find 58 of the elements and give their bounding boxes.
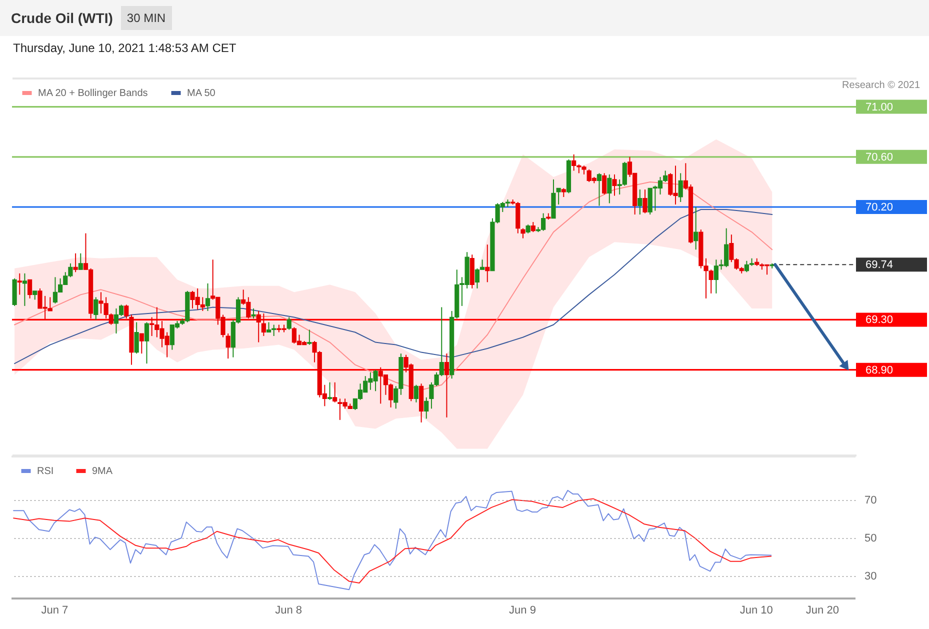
candlestick [27, 279, 32, 299]
candlestick [414, 384, 419, 403]
legend-label: MA 20 + Bollinger Bands [38, 88, 148, 99]
candlestick [602, 172, 607, 195]
y-tick-label: 68.90 [866, 364, 894, 376]
chart-title: Crude Oil (WTI) [11, 10, 113, 26]
y-tick-label: 30 [864, 570, 877, 582]
candlestick [327, 382, 332, 400]
legend-label: MA 50 [187, 88, 216, 99]
candlestick [607, 174, 612, 204]
candlestick [17, 272, 22, 296]
x-tick-label: Jun 8 [275, 604, 302, 616]
x-tick-label: Jun 20 [806, 604, 839, 616]
candlestick [205, 282, 210, 312]
x-tick-label: Jun 7 [41, 604, 68, 616]
y-tick-label: 50 [864, 532, 877, 545]
candlestick [530, 222, 536, 233]
candlestick [78, 252, 83, 270]
x-tick-label: Jun 9 [509, 604, 536, 616]
chart-subtitle: 30 MIN [120, 6, 172, 30]
candlestick [424, 396, 429, 420]
candlestick [612, 174, 617, 196]
candlestick [261, 312, 266, 337]
candlestick [485, 244, 490, 283]
text: Thursday, June 10, 2021 1:48:53 AM CET [13, 41, 236, 55]
candlestick [256, 310, 261, 343]
candlestick [678, 172, 683, 202]
candlestick [307, 329, 312, 346]
y-tick-label: 70 [864, 494, 877, 507]
candlestick [694, 206, 698, 250]
candlestick [144, 322, 150, 364]
y-tick-label: 69.30 [866, 314, 894, 326]
x-tick-label: Jun 10 [740, 604, 773, 616]
candlestick [638, 188, 642, 216]
y-tick-label: 70.60 [866, 151, 894, 164]
candlestick [596, 172, 602, 206]
candlestick [444, 353, 450, 418]
candlestick [520, 228, 526, 239]
candlestick [251, 308, 256, 319]
candlestick [73, 252, 78, 273]
candlestick [286, 316, 292, 330]
y-tick-label: 69.74 [866, 259, 894, 272]
candlestick [139, 333, 144, 354]
candlestick [642, 188, 648, 214]
candlestick [332, 382, 338, 403]
candlestick [22, 272, 28, 306]
annotation: Research © 2021 [842, 80, 920, 91]
line-series [14, 181, 773, 390]
candlestick [226, 333, 230, 360]
y-tick-label: 70.20 [866, 202, 894, 214]
y-tick-label: 71.00 [866, 101, 894, 114]
candlestick [556, 188, 561, 205]
legend-label: RSI [37, 466, 54, 477]
legend-label: 9MA [92, 466, 113, 477]
candlestick [94, 296, 98, 320]
candlestick [134, 322, 139, 354]
candlestick [124, 304, 129, 319]
line-series [14, 209, 773, 364]
